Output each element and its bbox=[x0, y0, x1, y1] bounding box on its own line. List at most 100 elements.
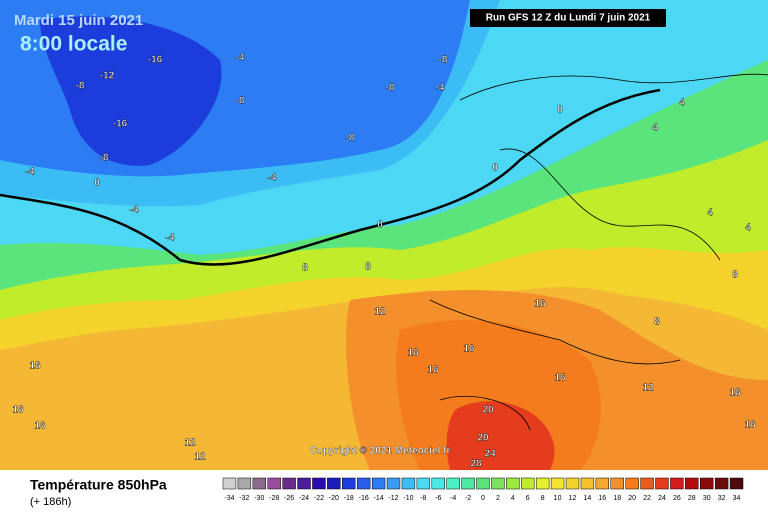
legend-label: 26 bbox=[673, 495, 681, 502]
legend-swatch bbox=[685, 477, 699, 490]
legend-label: 30 bbox=[703, 495, 711, 502]
legend-label: 18 bbox=[613, 495, 621, 502]
legend-label: 0 bbox=[481, 495, 485, 502]
isotherm-label: 20 bbox=[477, 433, 489, 444]
isotherm-label: 12 bbox=[184, 438, 196, 449]
legend-label: 22 bbox=[643, 495, 651, 502]
isotherm-label: -8 bbox=[439, 55, 448, 66]
legend-swatch bbox=[729, 477, 744, 490]
legend-label: -10 bbox=[403, 495, 413, 502]
legend-label: -28 bbox=[269, 495, 279, 502]
isotherm-label: 16 bbox=[34, 421, 46, 432]
footer-lead: (+ 186h) bbox=[30, 496, 71, 508]
isotherm-label: 4 bbox=[679, 98, 685, 109]
isotherm-label: 0 bbox=[557, 105, 563, 116]
isotherm-label: 8 bbox=[365, 262, 371, 273]
legend-label: -20 bbox=[329, 495, 339, 502]
isotherm-label: -4 bbox=[436, 83, 445, 94]
isotherm-label: 12 bbox=[194, 452, 206, 463]
legend-label: -24 bbox=[299, 495, 309, 502]
legend-label: 34 bbox=[733, 495, 741, 502]
legend-swatch bbox=[342, 477, 356, 490]
legend-swatch bbox=[595, 477, 610, 490]
legend-swatch bbox=[550, 477, 565, 490]
legend-swatch bbox=[446, 477, 460, 490]
isotherm-label: 8 bbox=[654, 317, 660, 328]
date: Mardi 15 juin 2021 bbox=[14, 12, 143, 29]
legend-label: 20 bbox=[628, 495, 636, 502]
legend-label: -2 bbox=[465, 495, 471, 502]
isotherm-label: 12 bbox=[374, 307, 386, 318]
isotherm-label: 4 bbox=[652, 123, 658, 134]
legend-swatch bbox=[356, 477, 371, 490]
legend-swatch bbox=[431, 477, 445, 490]
zone-red bbox=[446, 401, 555, 470]
legend-label: -34 bbox=[224, 495, 234, 502]
legend-swatch bbox=[565, 477, 580, 490]
coastline bbox=[429, 73, 768, 431]
isotherm-label: -8 bbox=[236, 96, 245, 107]
isotherm-label: 16 bbox=[29, 361, 41, 372]
footer-bg bbox=[0, 470, 768, 512]
isotherm-label: 8 bbox=[732, 270, 738, 281]
legend-label: -16 bbox=[359, 495, 369, 502]
legend-swatch bbox=[371, 477, 386, 490]
legend-label: 10 bbox=[554, 495, 562, 502]
legend-swatch bbox=[297, 477, 311, 490]
isotherm-label: 16 bbox=[534, 299, 546, 310]
legend-label: -4 bbox=[450, 495, 456, 502]
legend-swatch bbox=[386, 477, 401, 490]
legend-label: -30 bbox=[254, 495, 264, 502]
legend-swatch bbox=[640, 477, 654, 490]
isotherm-label: 16 bbox=[407, 348, 419, 359]
legend-label: -8 bbox=[420, 495, 426, 502]
isotherm-label: -4 bbox=[268, 173, 277, 184]
legend-label: 32 bbox=[718, 495, 726, 502]
legend-label: 28 bbox=[688, 495, 696, 502]
isotherm-label: 16 bbox=[729, 388, 741, 399]
legend-label: -18 bbox=[344, 495, 354, 502]
legend-label: 2 bbox=[496, 495, 500, 502]
legend-swatch bbox=[461, 477, 475, 490]
legend-label: 16 bbox=[598, 495, 606, 502]
legend-label: -12 bbox=[388, 495, 398, 502]
isotherm-label: 4 bbox=[745, 223, 751, 234]
legend-swatch bbox=[312, 477, 326, 490]
footer-title: Température 850hPa bbox=[30, 477, 167, 493]
legend-label: -22 bbox=[314, 495, 324, 502]
legend-swatch bbox=[521, 477, 535, 490]
isotherm-label: 16 bbox=[12, 405, 24, 416]
legend-swatch bbox=[625, 477, 639, 490]
isotherm-label: -16 bbox=[148, 55, 163, 66]
legend-swatch bbox=[491, 477, 505, 490]
legend-swatch bbox=[476, 477, 490, 490]
legend-swatch bbox=[282, 477, 296, 490]
isotherm-label: -4 bbox=[26, 167, 35, 178]
legend-swatch bbox=[535, 477, 550, 490]
isotherm-label: -12 bbox=[100, 71, 115, 82]
zone-dark-blue bbox=[40, 16, 222, 166]
legend-swatch bbox=[700, 477, 714, 490]
isotherm-label: 0 bbox=[492, 163, 498, 174]
isotherm-label: 24 bbox=[484, 449, 496, 460]
isotherm-label: 4 bbox=[707, 208, 713, 219]
isotherm-label: 16 bbox=[427, 365, 439, 376]
run-box bbox=[470, 9, 666, 27]
isotherm-label: -8 bbox=[100, 153, 109, 164]
legend-swatch bbox=[401, 477, 416, 490]
legend-label: 4 bbox=[511, 495, 515, 502]
legend-label: 24 bbox=[658, 495, 666, 502]
legend-swatch bbox=[252, 477, 266, 490]
legend-swatch bbox=[222, 477, 237, 490]
legend-swatch bbox=[580, 477, 595, 490]
isotherm-label: 16 bbox=[554, 373, 566, 384]
isotherm-label: 20 bbox=[482, 405, 494, 416]
time: 8:00 locale bbox=[20, 33, 127, 56]
legend-label: -6 bbox=[435, 495, 441, 502]
legend-label: 12 bbox=[569, 495, 577, 502]
isotherm-label: 8 bbox=[302, 263, 308, 274]
legend-swatch bbox=[267, 477, 281, 490]
legend-swatch bbox=[327, 477, 341, 490]
